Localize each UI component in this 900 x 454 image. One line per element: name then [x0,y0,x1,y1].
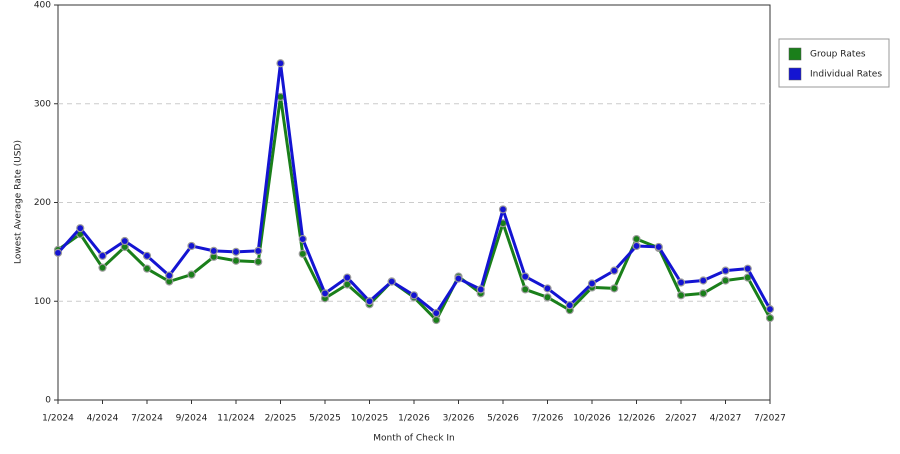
y-tick-label: 400 [34,1,51,11]
data-point [654,242,663,252]
data-point [676,291,686,300]
data-point [387,277,396,286]
data-point [743,264,752,273]
data-point [343,273,352,282]
series-line [56,61,772,315]
x-tick-label: 10/2025 [351,414,388,424]
data-point [432,309,441,318]
data-point [765,305,775,314]
legend-label: Individual Rates [810,70,882,80]
data-point [231,256,241,265]
data-point [254,257,263,266]
data-point [610,284,619,293]
data-point [187,270,196,279]
data-point [120,236,129,246]
x-tick-label: 1/2024 [42,414,74,424]
legend-swatch [788,47,802,61]
data-point [320,289,330,298]
data-point [98,263,107,272]
data-point [365,297,374,306]
data-point [187,241,196,251]
data-point [521,272,530,281]
x-tick-label: 12/2026 [618,414,656,424]
data-point [276,59,285,68]
data-point [721,266,730,275]
x-tick-label: 11/2024 [217,414,255,424]
data-point [476,285,485,294]
data-point [432,315,441,325]
data-point [231,247,241,256]
data-point [76,224,85,233]
legend-label: Group Rates [810,50,866,60]
x-tick-label: 1/2026 [398,414,430,424]
y-tick-label: 0 [45,396,51,406]
data-point [565,301,574,310]
y-axis-title: Lowest Average Rate (USD) [14,140,24,264]
x-tick-label: 5/2025 [309,414,341,424]
data-point [721,276,730,285]
data-point [165,271,174,280]
y-tick-label: 100 [34,297,51,307]
data-point [521,285,530,294]
y-tick-label: 200 [34,198,51,208]
x-tick-label: 2/2025 [265,414,297,424]
y-tick-label: 300 [34,99,51,109]
x-axis-title: Month of Check In [373,434,455,444]
series-line [57,95,772,322]
data-point [676,278,686,287]
data-point [543,293,552,302]
data-point [53,248,63,257]
data-point [142,251,152,260]
x-tick-label: 7/2026 [532,414,564,424]
data-point [142,264,152,273]
x-tick-label: 5/2026 [487,414,519,424]
x-tick-label: 3/2026 [443,414,475,424]
x-tick-label: 10/2026 [573,414,611,424]
data-point [298,249,307,258]
data-point [699,276,708,285]
data-point [454,274,463,283]
x-tick-label: 7/2024 [131,414,163,424]
legend-swatch [788,67,802,81]
data-point [498,205,508,214]
data-point [632,241,641,251]
data-point [98,251,107,260]
data-point [409,291,419,300]
x-tick-label: 2/2027 [665,414,697,424]
data-point [298,234,307,244]
data-point [610,266,619,275]
data-point [209,246,218,255]
data-point [543,284,552,293]
x-tick-label: 9/2024 [176,414,208,424]
data-point [765,313,775,323]
x-tick-label: 7/2027 [754,414,786,424]
data-point [254,246,263,255]
data-point [587,279,597,288]
data-point [632,234,641,244]
x-tick-label: 4/2024 [87,414,119,424]
data-point [699,289,708,298]
x-tick-label: 4/2027 [710,414,742,424]
